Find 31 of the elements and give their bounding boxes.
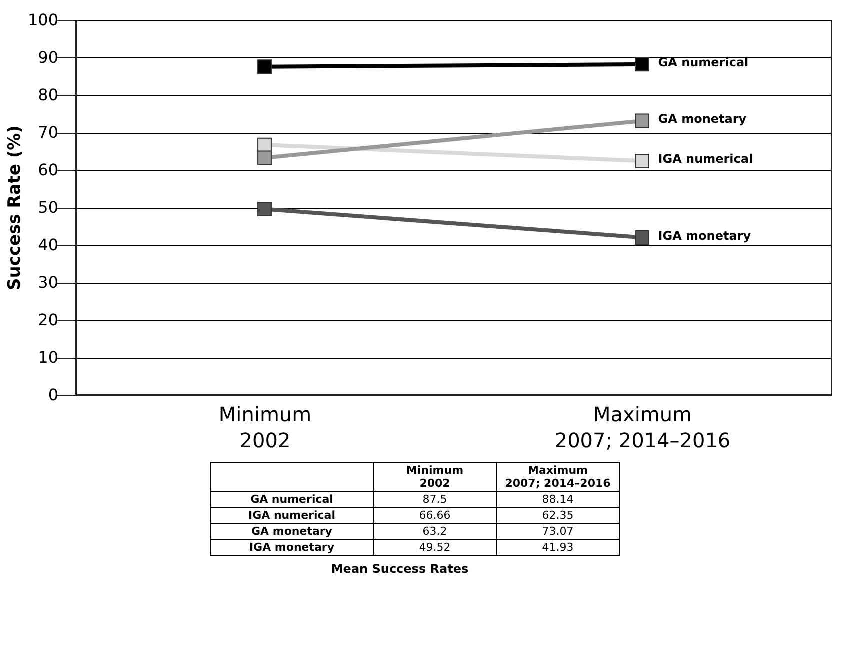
data-label: 62.35 [496, 508, 620, 524]
y-tick-label: 90 [38, 48, 58, 67]
y-axis-title: Success Rate (%) [4, 126, 25, 290]
y-tick-label: 40 [38, 236, 58, 254]
text: GA numerical [250, 493, 334, 506]
data-label: 73.07 [496, 524, 620, 540]
data-label: 87.5 [374, 492, 496, 508]
text: IGA monetary [249, 541, 335, 554]
category-label: Maximum 2007; 2014–2016 [505, 464, 611, 490]
y-tick-label: 30 [38, 273, 58, 292]
y-tick-label: 100 [28, 10, 58, 30]
series-label: GA monetary [658, 112, 747, 126]
y-tick-label: 0 [48, 386, 58, 404]
y-tick-label: 10 [38, 348, 58, 367]
data-label: 41.93 [496, 540, 620, 556]
y-tick-label: 70 [38, 123, 58, 142]
data-label: 49.52 [374, 540, 496, 556]
series-label: IGA monetary [658, 228, 752, 243]
data-label: 66.66 [374, 508, 496, 524]
series-label: IGA numerical [658, 152, 754, 166]
series-label: GA numerical [658, 55, 749, 70]
y-tick-label: 80 [38, 86, 58, 104]
y-tick-label: 20 [38, 310, 58, 330]
category-label: Minimum 2002 [406, 464, 464, 490]
y-tick-label: 50 [38, 198, 58, 217]
data-label: 63.2 [374, 524, 496, 540]
text: Mean Success Rates [330, 562, 470, 576]
y-tick-label: 60 [38, 160, 58, 180]
text: GA monetary [252, 525, 332, 538]
data-label: 88.14 [496, 492, 620, 508]
text: IGA numerical [248, 509, 336, 522]
